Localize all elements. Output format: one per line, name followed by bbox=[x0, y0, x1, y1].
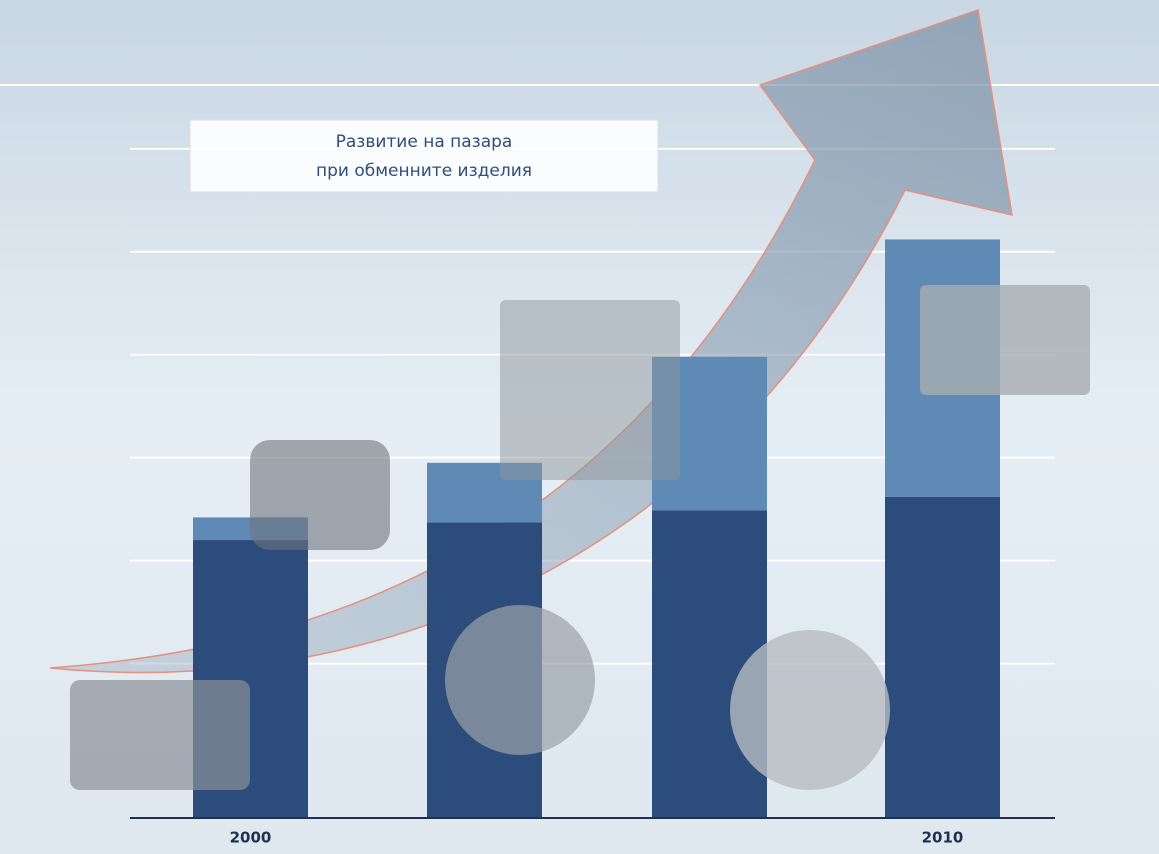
product-alternator bbox=[445, 605, 595, 755]
bar-segment bbox=[885, 497, 1000, 818]
chart: Развитие на пазара при обменните изделия… bbox=[0, 0, 1159, 854]
product-injector bbox=[250, 440, 390, 550]
chart-title: Развитие на пазара bbox=[336, 132, 513, 152]
x-tick-label: 2010 bbox=[922, 829, 964, 847]
x-tick-label: 2000 bbox=[230, 829, 272, 847]
title-box bbox=[190, 120, 658, 192]
chart-title: при обменните изделия bbox=[316, 161, 532, 181]
product-rail bbox=[500, 300, 680, 480]
product-pump bbox=[70, 680, 250, 790]
product-ecu bbox=[920, 285, 1090, 395]
product-brake bbox=[730, 630, 890, 790]
